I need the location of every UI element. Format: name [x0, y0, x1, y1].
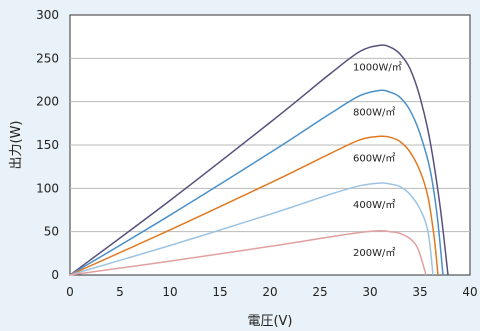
y-tick-label: 250: [36, 51, 59, 65]
y-tick-label: 200: [36, 95, 59, 109]
series-label-3: 400W/㎡: [353, 199, 395, 211]
y-tick-label: 0: [51, 268, 59, 282]
x-axis-ticks: 0 5 10 15 20 25 30 35 40: [66, 285, 477, 299]
y-tick-label: 100: [36, 181, 59, 195]
x-tick-label: 15: [212, 285, 227, 299]
series-line-1: [69, 89, 444, 276]
x-tick-label: 40: [462, 285, 477, 299]
y-axis-title: 出力(W): [9, 121, 24, 170]
series-line-3: [69, 182, 434, 276]
series-line-0: [69, 44, 449, 276]
x-tick-label: 10: [162, 285, 177, 299]
x-tick-label: 30: [362, 285, 377, 299]
series-line-2: [69, 135, 439, 276]
y-tick-label: 300: [36, 8, 59, 22]
x-tick-label: 35: [412, 285, 427, 299]
series-label-0: 1000W/㎡: [353, 61, 402, 73]
x-tick-label: 20: [262, 285, 277, 299]
series-labels: 1000W/㎡ 800W/㎡ 600W/㎡ 400W/㎡ 200W/㎡: [353, 61, 402, 258]
series-layer: [69, 44, 449, 276]
series-label-1: 800W/㎡: [353, 106, 395, 118]
series-line-4: [69, 230, 427, 276]
x-axis-title: 電圧(V): [247, 314, 292, 329]
x-tick-label: 5: [116, 285, 124, 299]
y-axis-ticks: 0 50 100 150 200 250 300: [36, 8, 59, 282]
y-tick-label: 150: [36, 138, 59, 152]
x-tick-label: 25: [312, 285, 327, 299]
series-label-2: 600W/㎡: [353, 152, 395, 164]
series-label-4: 200W/㎡: [353, 247, 395, 259]
x-tick-label: 0: [66, 285, 74, 299]
y-tick-label: 50: [44, 225, 59, 239]
